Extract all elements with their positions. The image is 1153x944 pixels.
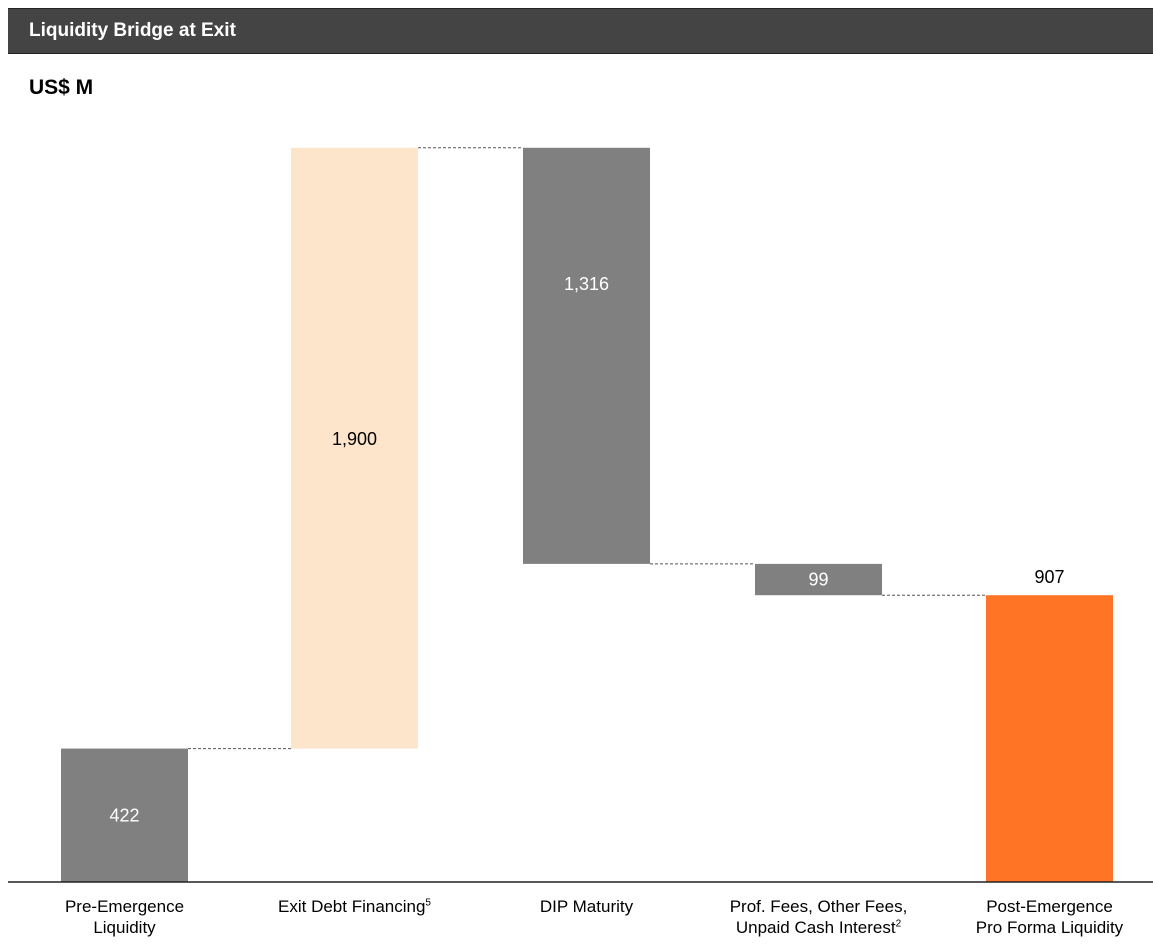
bar-2 (523, 147, 650, 564)
x-tick-label-4: Post-Emergence Pro Forma Liquidity (955, 896, 1145, 938)
bar-0 (61, 748, 188, 882)
x-tick-label-line2: Liquidity (93, 918, 156, 937)
bar-4 (986, 595, 1113, 882)
footnote-marker: 2 (895, 918, 902, 930)
data-label-1: 1,900 (332, 429, 377, 449)
footnote-marker: 5 (425, 897, 431, 909)
bar-3 (755, 563, 882, 596)
page-title: Liquidity Bridge at Exit (29, 20, 236, 41)
x-tick-label-1: Exit Debt Financing5 (260, 896, 450, 917)
x-tick-label-2: DIP Maturity (492, 896, 682, 917)
data-label-0: 422 (109, 805, 139, 825)
x-tick-label-line2: Unpaid Cash Interest2 (735, 918, 902, 937)
header-bar: Liquidity Bridge at Exit (8, 8, 1153, 54)
x-tick-label-line1: Exit Debt Financing5 (278, 897, 431, 916)
x-tick-label-line1: DIP Maturity (539, 897, 634, 916)
unit-label: US$ M (29, 76, 94, 99)
x-tick-label-line1: Post-Emergence (986, 897, 1113, 916)
x-tick-label-3: Prof. Fees, Other Fees, Unpaid Cash Inter… (724, 896, 914, 938)
x-tick-label-line1: Prof. Fees, Other Fees, (729, 897, 908, 916)
data-label-4: 907 (1034, 567, 1064, 587)
data-label-3: 99 (808, 570, 828, 590)
x-tick-label-line1: Pre-Emergence (64, 897, 185, 916)
bar-1 (291, 147, 418, 749)
x-tick-label-line2: Pro Forma Liquidity (975, 918, 1124, 937)
x-tick-label-0: Pre-Emergence Liquidity (30, 896, 220, 938)
data-label-2: 1,316 (564, 274, 609, 294)
